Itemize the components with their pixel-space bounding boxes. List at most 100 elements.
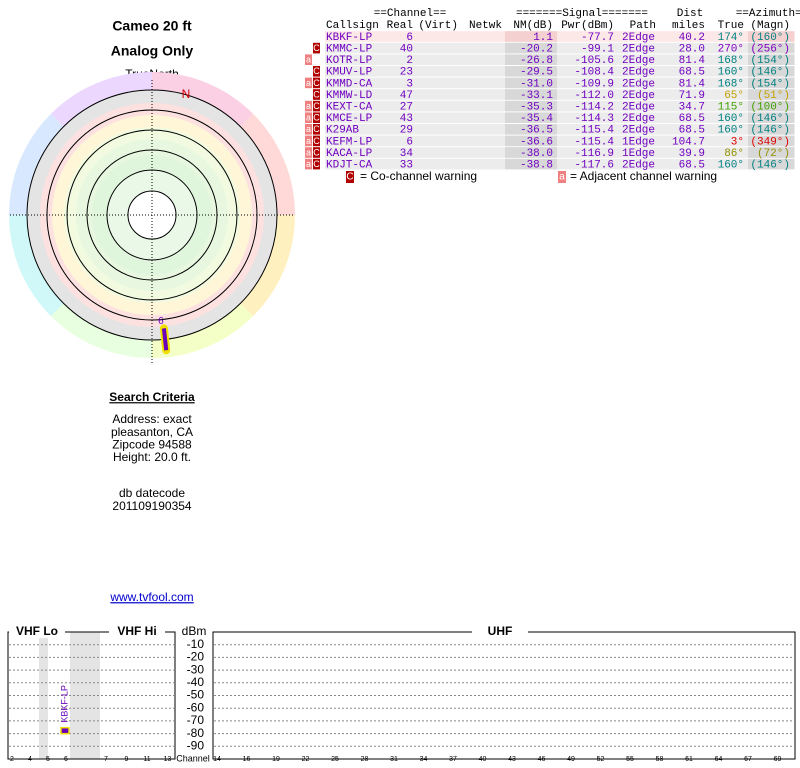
legend-icon-text: a bbox=[559, 172, 565, 183]
channel-label: 11 bbox=[143, 756, 150, 763]
cell-dist: 68.5 bbox=[679, 125, 705, 137]
polar-ring bbox=[151, 72, 254, 127]
polar-ring bbox=[240, 113, 295, 216]
cell-dist: 104.7 bbox=[672, 136, 705, 148]
site-link[interactable]: www.tvfool.com bbox=[109, 590, 193, 604]
cell-pwr: -115.4 bbox=[574, 136, 614, 148]
warning-text: a bbox=[306, 159, 311, 169]
channel-label: 22 bbox=[302, 756, 310, 763]
warning-text: a bbox=[306, 55, 311, 65]
warning-icon bbox=[313, 124, 320, 135]
channel-label: 5 bbox=[46, 756, 50, 763]
y-tick-label: -80 bbox=[187, 726, 205, 740]
cell-nm: -26.8 bbox=[520, 55, 553, 67]
cell-pwr: -108.4 bbox=[574, 67, 614, 79]
cell-true: 174° bbox=[718, 32, 744, 44]
section-label: VHF Lo bbox=[16, 624, 58, 638]
section-label-bg bbox=[9, 626, 65, 638]
cell-true: 160° bbox=[718, 113, 744, 125]
warning-icon bbox=[305, 112, 312, 123]
magn-cell-bg bbox=[748, 31, 794, 42]
row-bg bbox=[325, 31, 795, 42]
column-header: Netwk bbox=[469, 20, 502, 32]
cell-callsign: KDJT-CA bbox=[326, 160, 373, 172]
cell-true: 3° bbox=[731, 136, 744, 148]
cell-dist: 39.9 bbox=[679, 148, 705, 160]
magn-cell-bg bbox=[748, 147, 794, 158]
channel-label: 28 bbox=[361, 756, 369, 763]
cell-callsign: KMCE-LP bbox=[326, 113, 373, 125]
row-bg bbox=[325, 112, 795, 123]
cell-real: 6 bbox=[406, 32, 413, 44]
cell-true: 115° bbox=[718, 102, 744, 114]
row-bg bbox=[325, 124, 795, 135]
cell-real: 6 bbox=[406, 136, 413, 148]
warning-text: C bbox=[313, 136, 320, 146]
datecode-label: db datecode bbox=[119, 486, 185, 500]
column-header: Callsign bbox=[326, 20, 379, 32]
polar-ring bbox=[50, 72, 153, 127]
cell-pwr: -116.9 bbox=[574, 148, 614, 160]
signal-bar bbox=[161, 328, 169, 351]
cell-nm: -29.5 bbox=[520, 67, 553, 79]
cell-pwr: -105.6 bbox=[574, 55, 614, 67]
nm-cell-bg bbox=[505, 89, 557, 100]
legend-icon bbox=[346, 171, 354, 183]
cell-path: 2Edge bbox=[622, 67, 655, 79]
channel-label: 6 bbox=[64, 756, 68, 763]
nm-cell-bg bbox=[505, 112, 557, 123]
y-tick-label: -20 bbox=[187, 650, 205, 664]
channel-label: 34 bbox=[420, 756, 428, 763]
cell-real: 3 bbox=[406, 78, 413, 90]
nm-cell-bg bbox=[505, 77, 557, 89]
cell-magn: (72°) bbox=[757, 148, 790, 160]
cell-nm: -35.4 bbox=[520, 113, 553, 125]
cell-path: 2Edge bbox=[622, 102, 655, 114]
cell-dist: 28.0 bbox=[679, 44, 705, 56]
cell-nm: -38.0 bbox=[520, 148, 553, 160]
cell-pwr: -99.1 bbox=[581, 44, 614, 56]
cell-true: 160° bbox=[718, 125, 744, 137]
x-axis-label: Channel bbox=[176, 753, 210, 763]
y-tick-label: -90 bbox=[187, 738, 205, 752]
cell-magn: (154°) bbox=[750, 78, 790, 90]
warning-icon bbox=[305, 77, 312, 89]
warning-text: C bbox=[313, 147, 320, 157]
cell-nm: -31.0 bbox=[520, 78, 553, 90]
cell-pwr: -77.7 bbox=[581, 32, 614, 44]
cell-pwr: -117.6 bbox=[574, 160, 614, 172]
cell-magn: (154°) bbox=[750, 55, 790, 67]
cell-path: 2Edge bbox=[622, 113, 655, 125]
cell-true: 168° bbox=[718, 55, 744, 67]
cell-dist: 71.9 bbox=[679, 90, 705, 102]
signal-label: 6 bbox=[158, 316, 164, 327]
nm-cell-bg bbox=[505, 31, 557, 42]
channel-label: 13 bbox=[164, 756, 172, 763]
search-line: Height: 20.0 ft. bbox=[113, 450, 191, 464]
polar-ring bbox=[9, 214, 64, 317]
magn-cell-bg bbox=[748, 100, 794, 112]
channel-label: 46 bbox=[538, 756, 546, 763]
column-header: True bbox=[718, 20, 744, 32]
cell-path: 2Edge bbox=[622, 90, 655, 102]
cell-true: 168° bbox=[718, 78, 744, 90]
cell-pwr: -112.0 bbox=[574, 90, 614, 102]
magn-cell-bg bbox=[748, 158, 794, 170]
warning-icon bbox=[313, 89, 320, 100]
column-header: miles bbox=[672, 20, 705, 32]
warning-icon bbox=[305, 147, 312, 158]
magn-cell-bg bbox=[748, 124, 794, 135]
warning-icon bbox=[305, 158, 312, 170]
row-bg bbox=[325, 77, 795, 89]
cell-nm: -38.8 bbox=[520, 160, 553, 172]
search-line: pleasanton, CA bbox=[111, 425, 193, 439]
channel-label: 67 bbox=[744, 756, 752, 763]
cell-callsign: KMMW-LD bbox=[326, 90, 373, 102]
section-label: VHF Hi bbox=[117, 624, 156, 638]
row-bg bbox=[325, 147, 795, 158]
warning-icon bbox=[313, 100, 320, 112]
channel-label: 40 bbox=[479, 756, 487, 763]
warning-text: C bbox=[313, 101, 320, 111]
cell-magn: (146°) bbox=[750, 160, 790, 172]
